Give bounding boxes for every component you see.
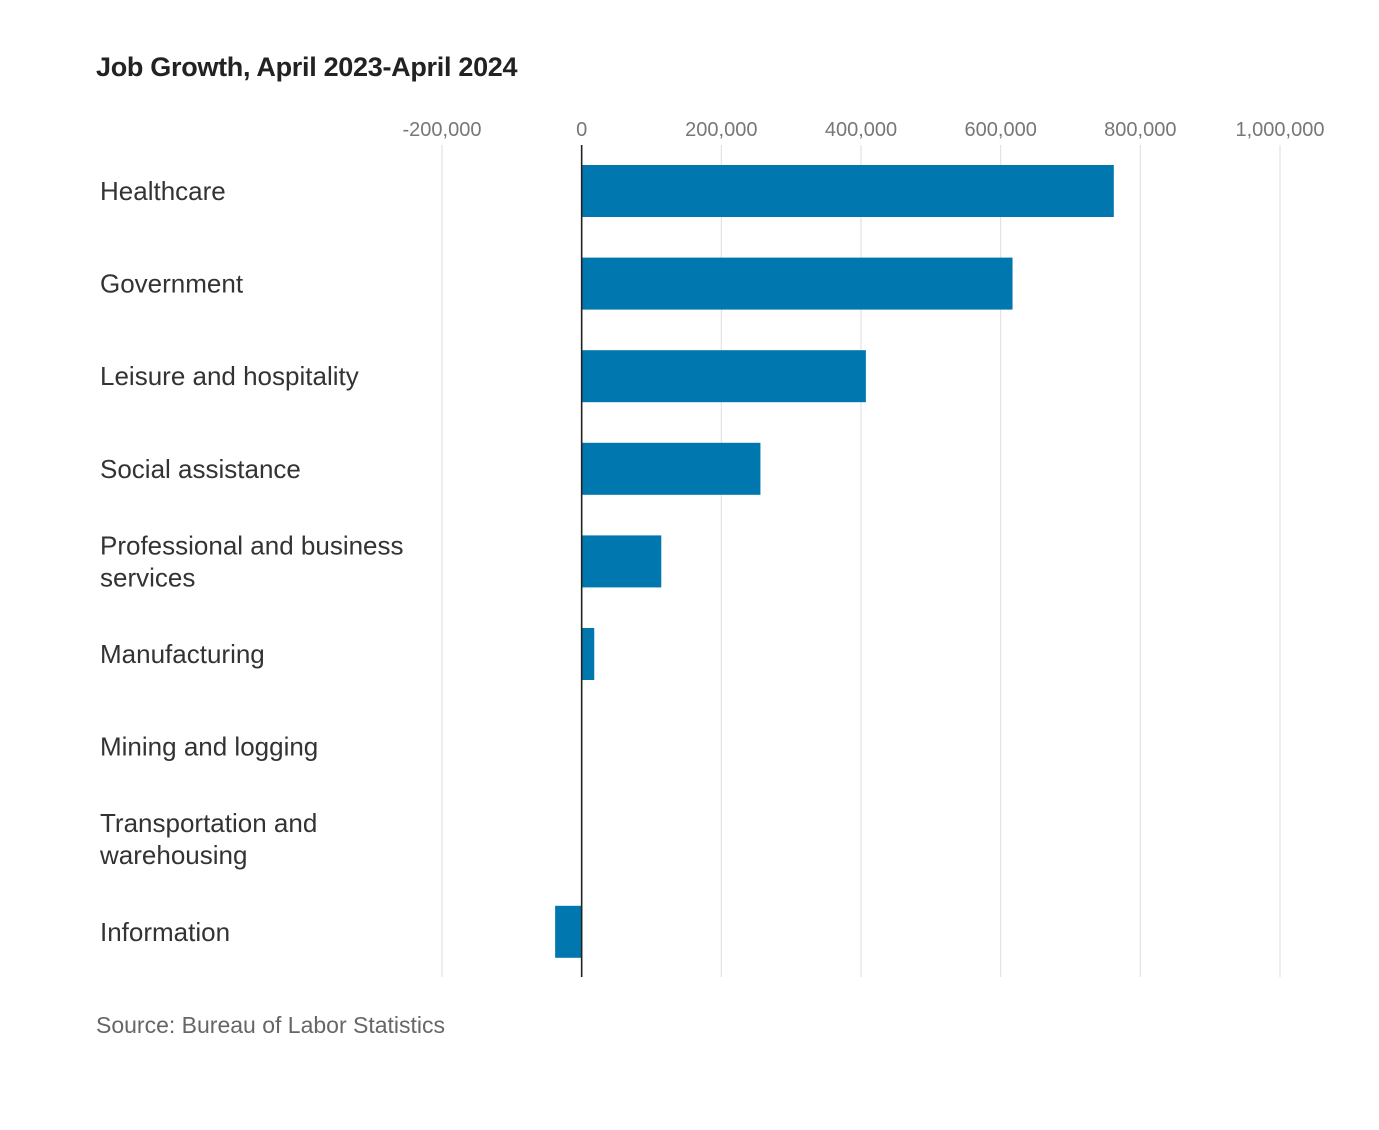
bar-social-assistance [581, 442, 761, 495]
bar-government [581, 257, 1013, 310]
category-labels: Healthcare Government Leisure and hospital… [99, 176, 404, 947]
bar-leisure-and-hospitality [581, 350, 866, 403]
x-tick-label: 200,000 [685, 119, 757, 141]
category-label-professional-and-business-services: Professional and business services [100, 530, 404, 592]
x-tick-label: -200,000 [403, 119, 482, 141]
x-tick-label: 800,000 [1104, 119, 1176, 141]
category-label-healthcare: Healthcare [100, 176, 226, 206]
chart-title: Job Growth, April 2023-April 2024 [96, 52, 518, 82]
bar-manufacturing [581, 628, 595, 680]
category-label-government: Government [100, 269, 244, 299]
x-tick-label: 600,000 [965, 119, 1037, 141]
category-label-mining-and-logging: Mining and logging [100, 732, 318, 762]
bars [555, 165, 1114, 958]
x-axis-ticks: -200,000 0 200,000 400,000 600,000 800,000 1,0… [403, 119, 1325, 141]
bar-healthcare [581, 165, 1114, 217]
bar-chart: -200,000 0 200,000 400,000 600,000 800,000 1,0… [99, 119, 1325, 977]
bar-information [555, 905, 582, 958]
x-tick-label: 1,000,000 [1236, 119, 1325, 141]
category-label-transportation-and-warehousing: Transportation and warehousing [99, 808, 317, 870]
x-tick-label: 0 [576, 119, 587, 141]
category-label-leisure-and-hospitality: Leisure and hospitality [100, 361, 359, 391]
bar-professional-and-business-services [581, 535, 662, 588]
category-label-manufacturing: Manufacturing [100, 639, 265, 669]
x-tick-label: 400,000 [825, 119, 897, 141]
category-label-social-assistance: Social assistance [100, 454, 301, 484]
category-label-information: Information [100, 917, 230, 947]
source-note: Source: Bureau of Labor Statistics [96, 1012, 446, 1038]
